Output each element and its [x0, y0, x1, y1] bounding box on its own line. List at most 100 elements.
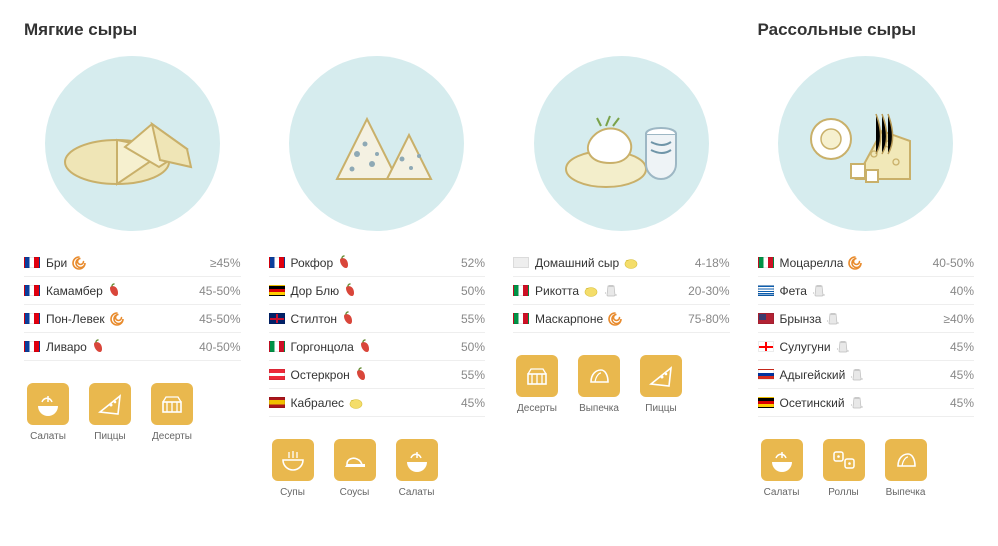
use-item: Супы	[269, 439, 317, 498]
fat-percent: 40-50%	[927, 256, 974, 270]
uses-list: Супы Соусы Салаты	[269, 439, 486, 498]
use-label: Десерты	[152, 431, 192, 442]
use-item: Роллы	[820, 439, 868, 498]
use-item: Салаты	[393, 439, 441, 498]
fat-percent: 45%	[944, 340, 974, 354]
fat-percent: 4-18%	[689, 256, 730, 270]
use-item: Соусы	[331, 439, 379, 498]
cheese-name: Пон-Левек	[46, 312, 105, 326]
use-label: Выпечка	[579, 403, 619, 414]
salt-icon	[825, 312, 841, 326]
fat-percent: 40-50%	[193, 340, 240, 354]
cheese-list: Бри≥45%Камамбер45-50%Пон-Левек45-50%Лива…	[24, 249, 241, 361]
cheese-row: Сулугуни 45%	[758, 333, 975, 361]
column-soft-1: Мягкие сыры Бри≥45%Камамбер45-50%Пон-Лев…	[24, 20, 241, 498]
fat-percent: ≥45%	[204, 256, 241, 270]
cheese-name: Брынза	[780, 312, 822, 326]
flag-icon	[758, 285, 774, 296]
cheese-list: Рокфор 52% Дор Блю 50% Стилтон55% Горгонцола 5…	[269, 249, 486, 417]
uses-list: Салаты Роллы Выпечка	[758, 439, 975, 498]
fat-percent: 45%	[944, 368, 974, 382]
uses-list: Десерты Выпечка Пиццы	[513, 355, 730, 414]
salt-icon	[835, 340, 851, 354]
cheese-row: Стилтон55%	[269, 305, 486, 333]
cheese-row: Горгонцола 50%	[269, 333, 486, 361]
cheese-illustration-blue	[289, 56, 464, 231]
cheese-name: Стилтон	[291, 312, 338, 326]
chili-icon	[341, 312, 357, 326]
flag-icon	[269, 285, 285, 296]
use-item: Салаты	[758, 439, 806, 498]
fat-percent: 50%	[455, 340, 485, 354]
rolls-icon	[823, 439, 865, 481]
use-item: Выпечка	[882, 439, 930, 498]
use-label: Выпечка	[886, 487, 926, 498]
use-item: Выпечка	[575, 355, 623, 414]
uses-list: СалатыПиццыДесерты	[24, 383, 241, 442]
spiral-icon	[607, 312, 623, 326]
use-label: Соусы	[340, 487, 370, 498]
flag-icon	[758, 369, 774, 380]
flag-icon	[269, 397, 285, 408]
chili-icon	[107, 284, 123, 298]
fat-percent: 45-50%	[193, 312, 240, 326]
cheese-illustration-brie	[45, 56, 220, 231]
lemon-icon	[623, 256, 639, 270]
cheese-name: Горгонцола	[291, 340, 354, 354]
bake-icon	[578, 355, 620, 397]
flag-icon	[513, 313, 529, 324]
cheese-illustration-ricotta	[534, 56, 709, 231]
sauce-icon	[334, 439, 376, 481]
column-brine-2: Рассольные сыры Моцарелла40-50%Фета40%Бр…	[758, 20, 975, 498]
salt-icon	[849, 396, 865, 410]
fat-percent: 75-80%	[682, 312, 729, 326]
use-item: Салаты	[24, 383, 72, 442]
cheese-name: Сулугуни	[780, 340, 831, 354]
cheese-row: Маскарпоне 75-80%	[513, 305, 730, 333]
salt-icon	[811, 284, 827, 298]
flag-icon	[513, 257, 529, 268]
fat-percent: 45-50%	[193, 284, 240, 298]
column-soft-2: Рокфор 52% Дор Блю 50% Стилтон55% Горгонцола 5…	[269, 20, 486, 498]
flag-icon	[24, 313, 40, 324]
bake-icon	[885, 439, 927, 481]
cheese-row: Дор Блю 50%	[269, 277, 486, 305]
use-item: Десерты	[148, 383, 196, 442]
cheese-name: Ливаро	[46, 340, 87, 354]
fat-percent: ≥40%	[937, 312, 974, 326]
cheese-name: Маскарпоне	[535, 312, 603, 326]
flag-icon	[24, 257, 40, 268]
salad-icon	[396, 439, 438, 481]
cheese-name: Рокфор	[291, 256, 334, 270]
pizza-icon	[640, 355, 682, 397]
lemon-icon	[348, 396, 364, 410]
chili-icon	[91, 340, 107, 354]
fat-percent: 45%	[944, 396, 974, 410]
use-label: Роллы	[828, 487, 858, 498]
fat-percent: 52%	[455, 256, 485, 270]
cheese-row: Камамбер 45-50%	[24, 277, 241, 305]
spiral-icon	[109, 312, 125, 326]
cheese-name: Остеркрон	[291, 368, 350, 382]
use-item: Десерты	[513, 355, 561, 414]
cheese-name: Камамбер	[46, 284, 103, 298]
cheese-name: Дор Блю	[291, 284, 340, 298]
cheese-row: Кабралес45%	[269, 389, 486, 417]
chili-icon	[358, 340, 374, 354]
fat-percent: 50%	[455, 284, 485, 298]
use-label: Пиццы	[645, 403, 676, 414]
cheese-row: Рокфор 52%	[269, 249, 486, 277]
spiral-icon	[71, 256, 87, 270]
fat-percent: 40%	[944, 284, 974, 298]
flag-icon	[269, 257, 285, 268]
cheese-row: Фета40%	[758, 277, 975, 305]
cheese-name: Адыгейский	[780, 368, 846, 382]
flag-icon	[269, 369, 285, 380]
cheese-name: Кабралес	[291, 396, 345, 410]
section-title-left: Мягкие сыры	[24, 20, 241, 42]
lemon-icon	[583, 284, 599, 298]
cheese-illustration-feta	[778, 56, 953, 231]
column-brine-1: Домашний сыр4-18%Рикотта20-30%Маскарпоне…	[513, 20, 730, 498]
use-label: Салаты	[30, 431, 66, 442]
flag-icon	[24, 285, 40, 296]
